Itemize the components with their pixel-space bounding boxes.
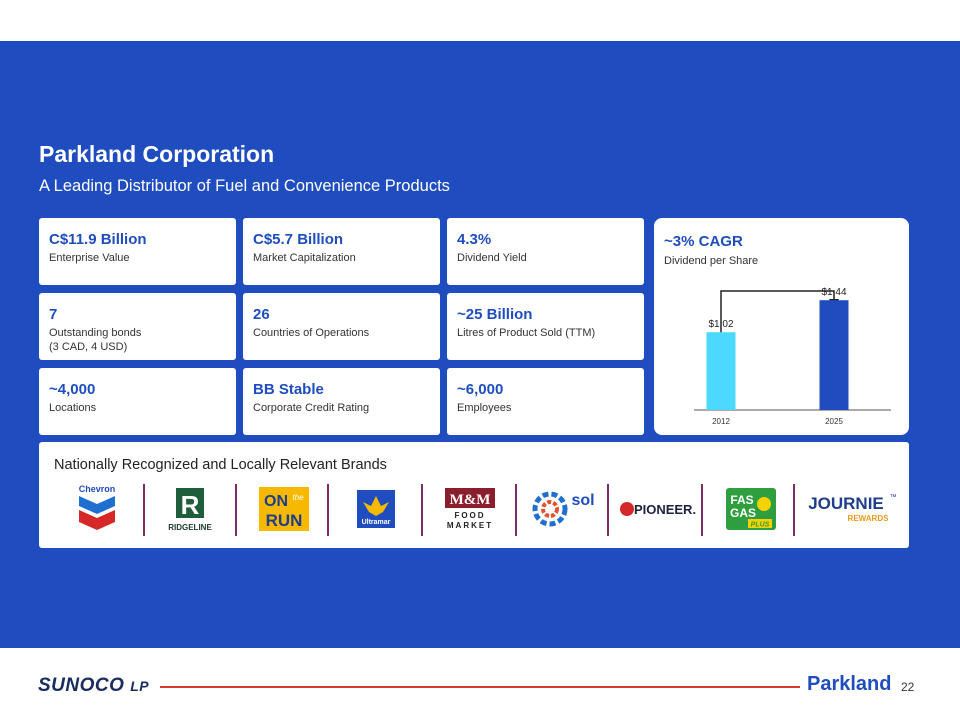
stat-label: Dividend Yield xyxy=(457,252,527,264)
brand-divider xyxy=(701,484,703,536)
top-band xyxy=(0,0,960,41)
dividend-bar-chart: $1.02 2012 $1.44 2025 xyxy=(694,287,891,426)
sunoco-logo-text: SUNOCO xyxy=(38,675,125,696)
parkland-logo: Parkland xyxy=(807,673,892,695)
dividend-chart-card: ~3% CAGR Dividend per Share $1.02 2012 $1.… xyxy=(654,218,909,435)
stat-card-market-cap: C$5.7 Billion Market Capitalization xyxy=(243,218,440,285)
bar-2025 xyxy=(819,300,849,410)
brands-title: Nationally Recognized and Locally Releva… xyxy=(54,457,387,473)
page-number: 22 xyxy=(901,680,915,694)
fas-gas-plus: PLUS xyxy=(751,522,770,529)
brand-divider xyxy=(143,484,145,536)
brand-divider xyxy=(515,484,517,536)
mm-food-market-logo: M&M FOOD MARKET xyxy=(441,484,499,534)
chevron-logo: Chevron xyxy=(69,484,125,534)
fas-gas-plus-logo: FAS GAS PLUS xyxy=(723,484,779,534)
ultramar-logo: Ultramar xyxy=(351,484,401,534)
sunoco-lp-text: LP xyxy=(130,678,150,694)
stat-label: Corporate Credit Rating xyxy=(253,402,370,414)
mm-food-text: FOOD xyxy=(454,511,485,520)
brand-divider xyxy=(327,484,329,536)
bar-2012 xyxy=(706,332,736,410)
brand-divider xyxy=(421,484,423,536)
stat-label: Employees xyxy=(457,402,512,414)
sol-logo: sol xyxy=(527,484,603,534)
cagr-value: ~3% CAGR xyxy=(664,233,743,250)
svg-text:R: R xyxy=(181,490,200,520)
ridgeline-logo: R RIDGELINE xyxy=(161,484,219,534)
stat-value: 26 xyxy=(253,306,270,323)
stat-card-enterprise-value: C$11.9 Billion Enterprise Value xyxy=(39,218,236,285)
stat-label: Litres of Product Sold (TTM) xyxy=(457,327,596,339)
stat-card-credit-rating: BB Stable Corporate Credit Rating xyxy=(243,368,440,435)
mm-market-text: MARKET xyxy=(447,521,493,530)
stat-card-dividend-yield: 4.3% Dividend Yield xyxy=(447,218,644,285)
stat-label-detail: (3 CAD, 4 USD) xyxy=(49,341,128,353)
stat-card-locations: ~4,000 Locations xyxy=(39,368,236,435)
page-title: Parkland Corporation xyxy=(39,141,275,167)
stat-card-countries: 26 Countries of Operations xyxy=(243,293,440,360)
pioneer-logo-text: PIONEER. xyxy=(634,502,696,517)
brand-divider xyxy=(793,484,795,536)
growth-arrow-line xyxy=(720,290,835,343)
data-label-2012: $1.02 xyxy=(708,319,733,330)
brand-divider xyxy=(235,484,237,536)
stat-label: Locations xyxy=(49,402,97,414)
journie-trademark: ™ xyxy=(890,494,897,501)
cagr-label: Dividend per Share xyxy=(664,255,759,267)
page-subtitle: A Leading Distributor of Fuel and Conven… xyxy=(39,177,450,195)
stat-value: ~25 Billion xyxy=(457,306,533,323)
stat-card-outstanding-bonds: 7 Outstanding bonds (3 CAD, 4 USD) xyxy=(39,293,236,360)
mm-logo-text: M&M xyxy=(450,492,491,508)
journie-rewards-text: REWARDS xyxy=(848,514,890,523)
stat-label: Outstanding bonds xyxy=(49,327,142,339)
stat-value: BB Stable xyxy=(253,381,324,398)
journie-logo-text: JOURNIE xyxy=(808,494,884,513)
data-label-2025: $1.44 xyxy=(821,287,846,298)
brand-divider xyxy=(607,484,609,536)
on-the-run-run: RUN xyxy=(266,511,303,530)
stat-label: Countries of Operations xyxy=(253,327,370,339)
footer-divider-line xyxy=(160,686,800,688)
fas-gas-fas: FAS xyxy=(730,493,753,507)
on-the-run-on: ON xyxy=(264,493,288,510)
stat-value: ~4,000 xyxy=(49,381,96,398)
x-tick-label-2012: 2012 xyxy=(712,417,730,426)
ultramar-logo-text: Ultramar xyxy=(362,519,391,526)
x-tick-label-2025: 2025 xyxy=(825,417,843,426)
stat-label: Enterprise Value xyxy=(49,252,130,264)
ridgeline-logo-text: RIDGELINE xyxy=(168,523,212,532)
on-the-run-the: the xyxy=(292,493,304,502)
stat-value: 7 xyxy=(49,306,58,323)
stat-value: C$5.7 Billion xyxy=(253,231,344,248)
stat-value: 4.3% xyxy=(457,231,492,248)
stat-label: Market Capitalization xyxy=(253,252,356,264)
pioneer-logo: PIONEER. xyxy=(617,484,699,534)
stat-card-litres-sold: ~25 Billion Litres of Product Sold (TTM) xyxy=(447,293,644,360)
sol-logo-text: sol xyxy=(571,492,594,509)
sunoco-lp-logo: SUNOCO LP xyxy=(38,675,149,697)
brands-card: Nationally Recognized and Locally Releva… xyxy=(39,442,909,548)
stat-card-employees: ~6,000 Employees xyxy=(447,368,644,435)
stat-value: ~6,000 xyxy=(457,381,504,398)
journie-rewards-logo: JOURNIE ™ REWARDS xyxy=(801,484,899,534)
stat-value: C$11.9 Billion xyxy=(49,231,147,248)
chevron-logo-text: Chevron xyxy=(79,484,116,494)
fas-gas-gas: GAS xyxy=(730,506,756,520)
on-the-run-logo: ON the RUN xyxy=(257,484,311,534)
